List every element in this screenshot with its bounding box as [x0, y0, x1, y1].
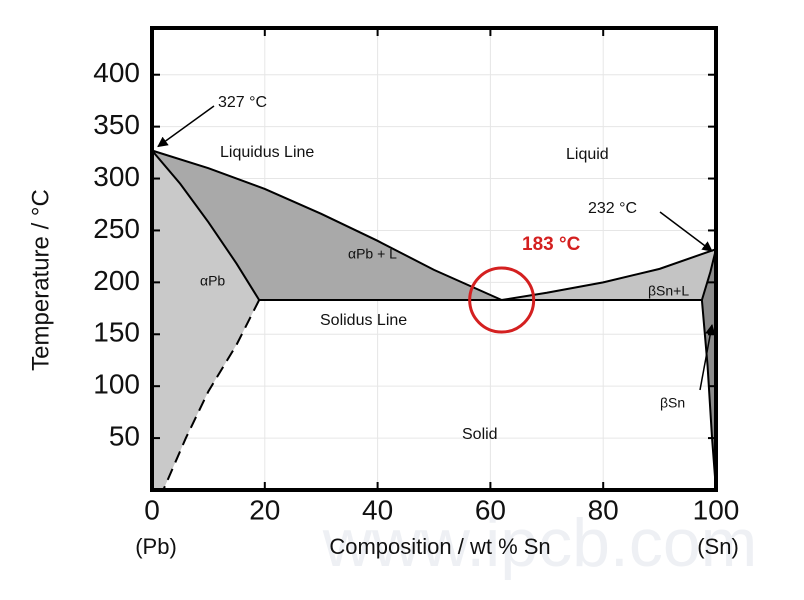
x-end-label: (Sn) — [697, 534, 739, 559]
y-tick-label: 100 — [93, 369, 140, 400]
arrow — [699, 323, 716, 391]
y-tick-label: 400 — [93, 57, 140, 88]
eutectic-marker — [468, 266, 536, 334]
y-tick-label: 300 — [93, 161, 140, 192]
alpha-liquid-region — [152, 150, 502, 301]
annotation: βSn — [660, 395, 685, 411]
x-tick-label: 20 — [249, 494, 280, 525]
x-tick-label: 80 — [588, 494, 619, 525]
annotation: Solid — [462, 426, 498, 443]
plot-frame — [150, 26, 718, 492]
x-tick-label: 60 — [475, 494, 506, 525]
phase-line — [501, 248, 717, 301]
annotation: 232 °C — [588, 200, 637, 217]
phase-line — [162, 299, 261, 491]
y-tick-label: 350 — [93, 109, 140, 140]
watermark: www.ipcb.com — [322, 505, 758, 581]
y-tick-label: 50 — [109, 420, 140, 451]
annotation: βSn+L — [648, 283, 689, 299]
phase-line — [151, 149, 261, 301]
annotation: αPb — [200, 273, 225, 289]
annotation: Liquidus Line — [220, 144, 314, 161]
annotation: Solidus Line — [320, 312, 407, 329]
y-tick-label: 250 — [93, 213, 140, 244]
x-axis-label: Composition / wt % Sn — [329, 534, 550, 559]
annotation: αPb + L — [348, 246, 397, 262]
alpha-region — [152, 150, 260, 490]
x-tick-label: 0 — [144, 494, 160, 525]
annotation: 327 °C — [218, 94, 267, 111]
phase-line — [151, 149, 503, 301]
y-axis-label: Temperature / °C — [27, 189, 54, 371]
x-tick-label: 40 — [362, 494, 393, 525]
annotation: Liquid — [566, 146, 609, 163]
y-tick-label: 150 — [93, 317, 140, 348]
x-tick-label: 100 — [693, 494, 740, 525]
annotation: 183 °C — [522, 234, 581, 255]
x-end-label: (Pb) — [135, 534, 177, 559]
y-tick-label: 200 — [93, 265, 140, 296]
arrow — [157, 105, 215, 148]
arrow — [659, 211, 713, 252]
beta-liquid-region — [501, 249, 716, 301]
